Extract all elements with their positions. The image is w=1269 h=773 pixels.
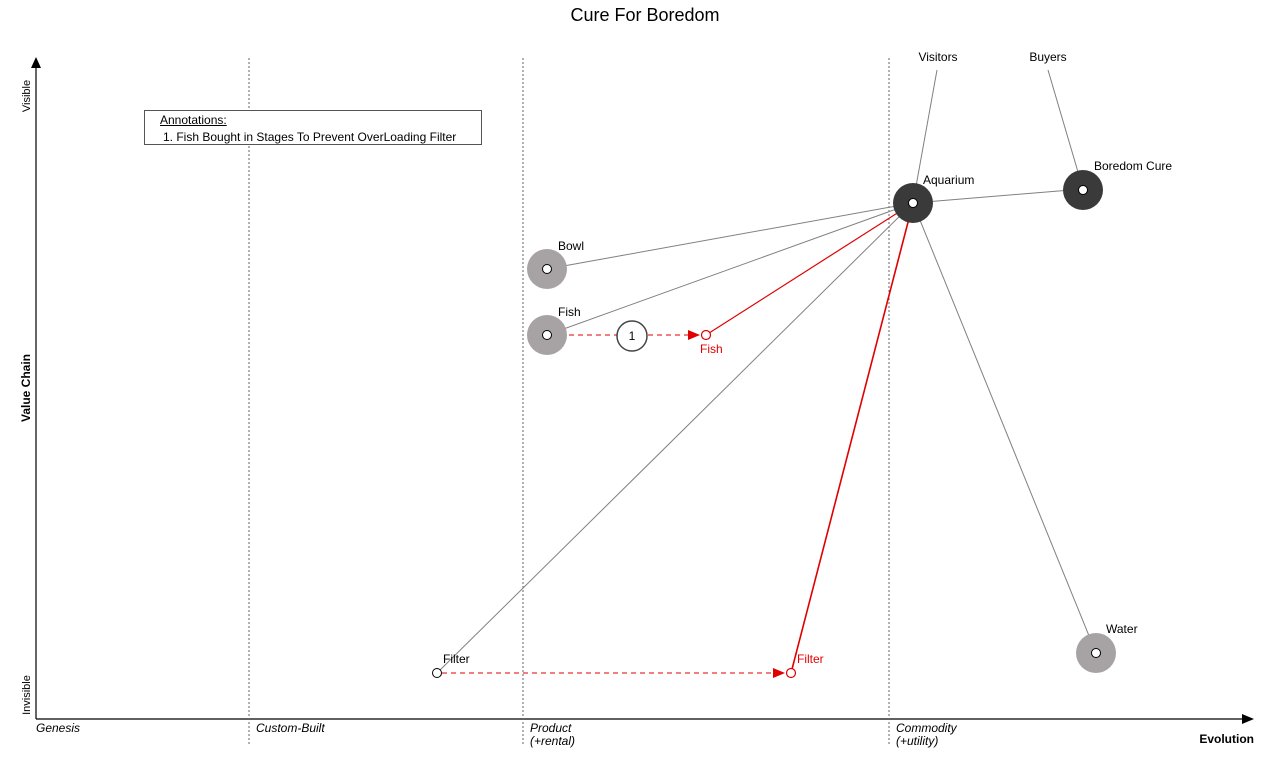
aquarium-label: Aquarium xyxy=(923,173,974,187)
link-aquarium-filter xyxy=(436,202,914,674)
anchor-buyers: Buyers xyxy=(1029,50,1066,64)
stage-label-genesis: Genesis xyxy=(36,721,80,735)
filter-label: Filter xyxy=(443,652,470,666)
annotation-marker-1[interactable]: 1 xyxy=(616,320,648,352)
link-aquarium-filter-evolved xyxy=(790,202,914,674)
link-aquarium-fish-evolved xyxy=(705,202,914,336)
bowl-label: Bowl xyxy=(558,239,584,253)
link-aquarium-bowl xyxy=(546,202,914,270)
x-axis-arrow xyxy=(1242,714,1254,724)
stage-label-commodity: Commodity xyxy=(896,721,958,735)
stage-label-custom-built: Custom-Built xyxy=(256,721,325,735)
fish-evolved-label: Fish xyxy=(700,342,723,356)
fish-evolved-node[interactable] xyxy=(700,329,712,341)
link-visitors-aquarium xyxy=(912,69,938,204)
filter-evolved-node[interactable] xyxy=(785,667,797,679)
filter-node[interactable] xyxy=(432,668,442,678)
stage-label-commodity-sub: (+utility) xyxy=(896,734,938,748)
component-filter[interactable]: Filter xyxy=(432,652,470,678)
annotation-marker-circle xyxy=(616,320,648,352)
water-label: Water xyxy=(1106,622,1138,636)
y-axis-bottom-label: Invisible xyxy=(21,675,33,715)
component-water[interactable]: Water xyxy=(1076,622,1138,673)
annotation-item-1: 1. Fish Bought in Stages To Prevent Over… xyxy=(163,130,457,144)
bowl-node[interactable] xyxy=(542,264,552,274)
component-fish-evolved[interactable]: Fish xyxy=(700,329,723,357)
map-title: Cure For Boredom xyxy=(570,5,719,25)
annotation-marker-number: 1 xyxy=(629,329,636,343)
annotations-heading: Annotations: xyxy=(160,113,227,127)
component-fish[interactable]: Fish xyxy=(527,305,581,355)
annotations-box: Annotations: 1. Fish Bought in Stages To… xyxy=(144,110,482,145)
x-axis-title: Evolution xyxy=(1199,732,1254,746)
boredom-cure-node[interactable] xyxy=(1078,185,1088,195)
anchor-visitors: Visitors xyxy=(918,50,957,64)
y-axis-title: Value Chain xyxy=(19,354,33,422)
fish-node[interactable] xyxy=(542,330,552,340)
component-boredom-cure[interactable]: Boredom Cure xyxy=(1063,159,1172,210)
link-aquarium-boredom-cure xyxy=(912,188,1084,204)
component-filter-evolved[interactable]: Filter xyxy=(785,652,824,679)
link-aquarium-water xyxy=(912,202,1097,654)
stage-label-product: Product xyxy=(530,721,572,735)
component-aquarium[interactable]: Aquarium xyxy=(893,173,974,223)
water-node[interactable] xyxy=(1091,648,1101,658)
link-aquarium-fish xyxy=(546,202,914,336)
component-bowl[interactable]: Bowl xyxy=(527,239,584,289)
y-axis-arrow xyxy=(31,57,41,68)
link-buyers-boredom-cure xyxy=(1047,69,1084,190)
fish-label: Fish xyxy=(558,305,581,319)
filter-evolved-label: Filter xyxy=(797,652,824,666)
stage-label-product-sub: (+rental) xyxy=(530,734,575,748)
aquarium-node[interactable] xyxy=(908,198,918,208)
boredom-cure-label: Boredom Cure xyxy=(1094,159,1172,173)
y-axis-top-label: Visible xyxy=(21,80,33,112)
